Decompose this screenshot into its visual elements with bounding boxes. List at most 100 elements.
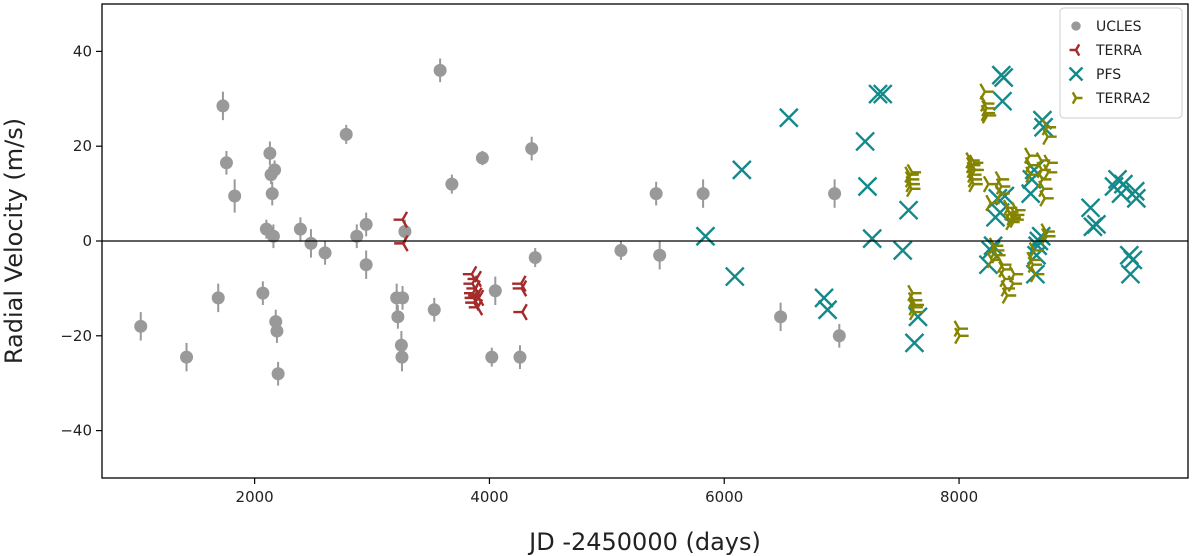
- legend-item: TERRA: [1069, 43, 1142, 59]
- marker-tri-right: [954, 327, 969, 345]
- marker-dot: [263, 146, 277, 160]
- legend-item: PFS: [1068, 66, 1121, 83]
- marker-dot: [649, 187, 663, 201]
- data-point: [394, 234, 409, 252]
- data-point: [488, 276, 502, 305]
- data-point: [1125, 181, 1146, 202]
- data-point: [513, 303, 528, 321]
- data-point: [270, 319, 284, 343]
- data-point: [1028, 242, 1044, 259]
- data-point: [265, 181, 279, 206]
- data-point: [954, 327, 969, 345]
- marker-dot: [396, 291, 410, 305]
- marker-tri-left: [394, 234, 409, 252]
- data-point: [339, 124, 353, 144]
- data-point: [814, 288, 834, 308]
- data-point: [359, 212, 373, 237]
- data-point: [857, 176, 878, 197]
- data-point: [1033, 117, 1054, 138]
- marker-x: [732, 160, 752, 180]
- marker-x: [992, 91, 1013, 112]
- marker-dot: [528, 251, 542, 265]
- marker-dot: [485, 350, 499, 364]
- marker-x: [862, 228, 883, 249]
- marker-tri-right: [969, 161, 984, 179]
- marker-dot: [269, 315, 283, 329]
- marker-dot: [1071, 21, 1081, 31]
- data-point: [985, 194, 1000, 212]
- marker-tri-right: [905, 180, 921, 198]
- data-point: [318, 241, 332, 265]
- marker-dot: [180, 350, 194, 364]
- y-tick-label: −20: [60, 327, 92, 345]
- marker-dot: [304, 236, 318, 250]
- marker-x: [1086, 214, 1107, 235]
- marker-dot: [475, 151, 489, 165]
- marker-x: [1031, 226, 1052, 247]
- y-axis-label: Radial Velocity (m/s): [0, 118, 28, 364]
- marker-x: [1080, 197, 1101, 218]
- marker-x: [817, 299, 838, 320]
- marker-tri-right: [1071, 91, 1083, 105]
- y-tick-label: 40: [73, 42, 92, 60]
- data-point: [904, 333, 925, 353]
- data-point: [395, 342, 409, 372]
- marker-x: [1122, 250, 1143, 270]
- data-point: [969, 161, 984, 179]
- data-point: [828, 179, 842, 208]
- data-point: [266, 224, 280, 249]
- data-point: [1086, 214, 1107, 235]
- marker-tri-left: [513, 303, 528, 321]
- y-tick-label: 20: [73, 137, 92, 155]
- x-tick-label: 8000: [940, 488, 978, 506]
- data-point: [228, 179, 242, 213]
- data-point: [993, 67, 1014, 88]
- data-point: [898, 200, 919, 221]
- data-point: [359, 250, 373, 279]
- data-point: [832, 323, 846, 348]
- data-point: [512, 279, 528, 297]
- data-point: [350, 224, 364, 249]
- data-point: [263, 141, 277, 166]
- data-point: [293, 217, 307, 241]
- data-point: [1001, 287, 1017, 304]
- data-point: [1126, 188, 1147, 209]
- plot-marks: [134, 58, 1147, 386]
- data-point: [855, 131, 875, 152]
- marker-dot: [433, 63, 447, 77]
- data-point: [271, 361, 285, 386]
- legend: UCLES TERRA PFS TERRA2: [1059, 7, 1183, 119]
- x-tick-label: 2000: [236, 488, 274, 506]
- data-point: [396, 286, 410, 310]
- data-point: [1080, 197, 1101, 218]
- series-terra2: [904, 83, 1058, 345]
- marker-tri-right: [981, 106, 997, 124]
- marker-tri-left: [1069, 43, 1081, 57]
- marker-tri-left: [467, 270, 483, 288]
- marker-tri-right: [991, 246, 1006, 264]
- data-point: [1039, 189, 1054, 207]
- marker-x: [868, 84, 888, 104]
- marker-x: [857, 176, 878, 197]
- marker-dot: [271, 367, 285, 381]
- marker-tri-right: [906, 163, 922, 181]
- marker-x: [695, 226, 716, 247]
- data-point: [528, 248, 542, 268]
- marker-dot: [488, 284, 502, 298]
- marker-tri-left: [469, 289, 485, 307]
- legend-box: [1059, 7, 1183, 119]
- marker-dot: [395, 350, 409, 364]
- data-point: [211, 283, 225, 313]
- data-point: [991, 246, 1006, 264]
- marker-tri-right: [985, 194, 1000, 212]
- marker-x: [1125, 181, 1146, 202]
- marker-dot: [774, 310, 788, 324]
- marker-dot: [339, 127, 353, 141]
- legend-item: UCLES: [1071, 19, 1142, 35]
- x-axis-label: JD -2450000 (days): [527, 528, 761, 556]
- data-point: [485, 347, 499, 367]
- marker-dot: [359, 258, 373, 272]
- data-point: [1040, 227, 1056, 245]
- data-point: [1042, 128, 1057, 146]
